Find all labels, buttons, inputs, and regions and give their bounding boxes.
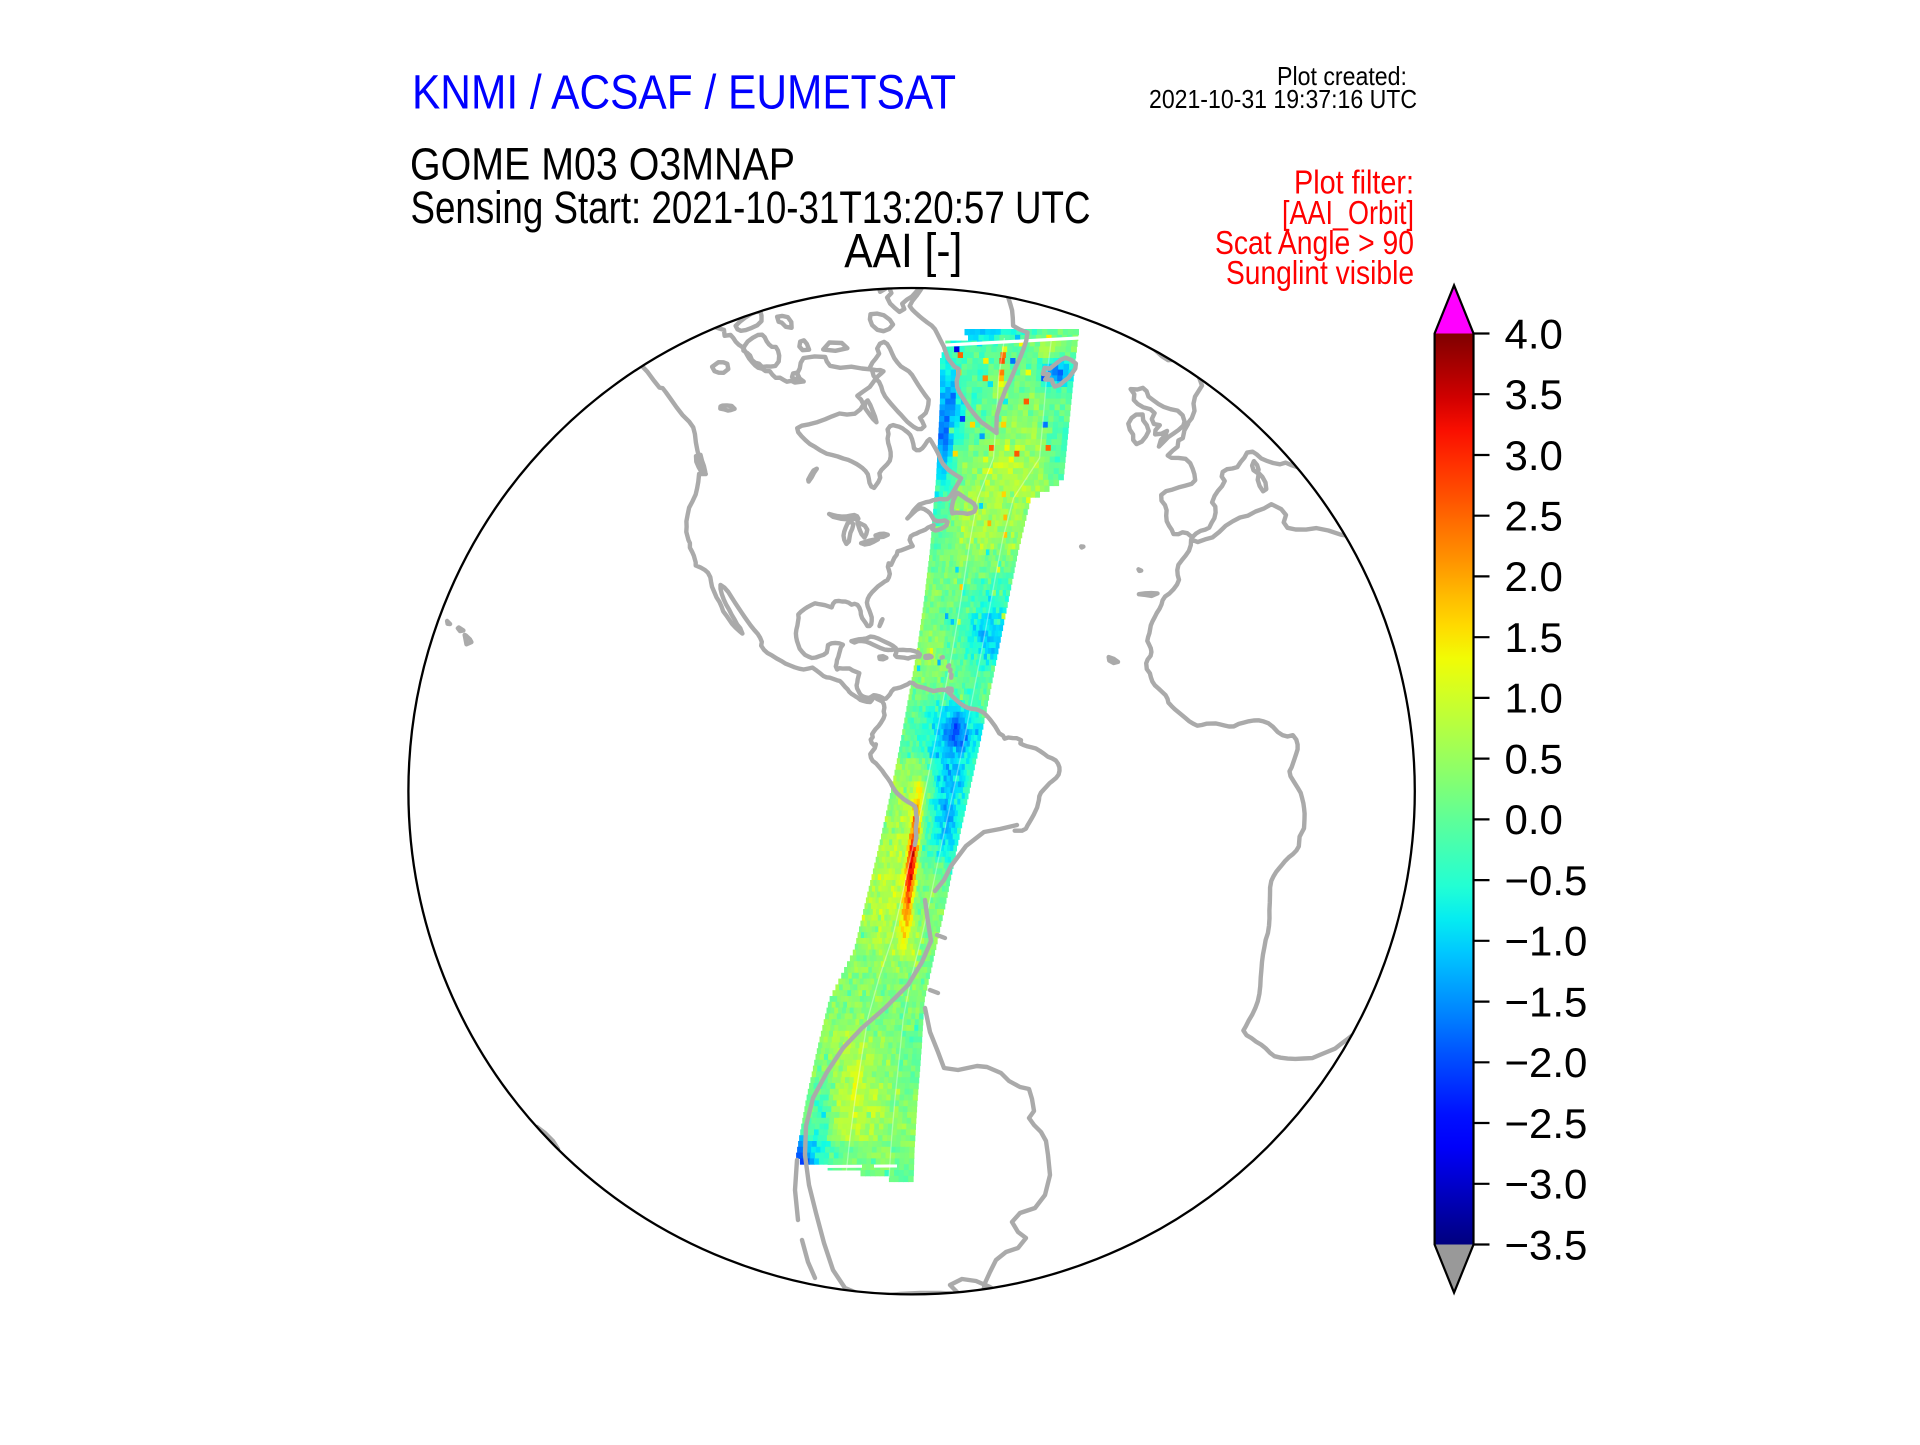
svg-text:KNMI / ACSAF / EUMETSAT: KNMI / ACSAF / EUMETSAT xyxy=(412,66,956,119)
svg-text:−1.5: −1.5 xyxy=(1505,978,1588,1025)
svg-text:1.0: 1.0 xyxy=(1505,675,1563,722)
svg-text:−2.0: −2.0 xyxy=(1505,1039,1588,1086)
svg-text:0.5: 0.5 xyxy=(1505,735,1563,782)
svg-text:−3.0: −3.0 xyxy=(1505,1161,1588,1208)
svg-text:Scat Angle > 90: Scat Angle > 90 xyxy=(1215,224,1414,261)
svg-text:[AAI_Orbit]: [AAI_Orbit] xyxy=(1282,194,1414,231)
svg-text:2.0: 2.0 xyxy=(1505,553,1563,600)
svg-text:−1.0: −1.0 xyxy=(1505,918,1588,965)
svg-text:2.5: 2.5 xyxy=(1505,493,1563,540)
svg-text:−3.5: −3.5 xyxy=(1505,1221,1588,1268)
svg-text:Plot filter:: Plot filter: xyxy=(1294,164,1414,201)
svg-text:−2.5: −2.5 xyxy=(1505,1100,1588,1147)
svg-text:Plot created:: Plot created: xyxy=(1277,61,1407,91)
svg-text:Sensing Start: 2021-10-31T13:2: Sensing Start: 2021-10-31T13:20:57 UTC xyxy=(411,182,1091,233)
svg-text:3.5: 3.5 xyxy=(1505,371,1563,418)
svg-text:AAI [-]: AAI [-] xyxy=(844,225,962,278)
svg-text:Sunglint visible: Sunglint visible xyxy=(1226,254,1414,291)
svg-text:1.5: 1.5 xyxy=(1505,614,1563,661)
svg-text:4.0: 4.0 xyxy=(1505,310,1563,357)
svg-text:2021-10-31 19:37:16 UTC: 2021-10-31 19:37:16 UTC xyxy=(1149,84,1417,114)
svg-text:−0.5: −0.5 xyxy=(1505,857,1588,904)
svg-text:0.0: 0.0 xyxy=(1505,796,1563,843)
svg-text:3.0: 3.0 xyxy=(1505,432,1563,479)
svg-text:GOME M03 O3MNAP: GOME M03 O3MNAP xyxy=(410,139,795,190)
